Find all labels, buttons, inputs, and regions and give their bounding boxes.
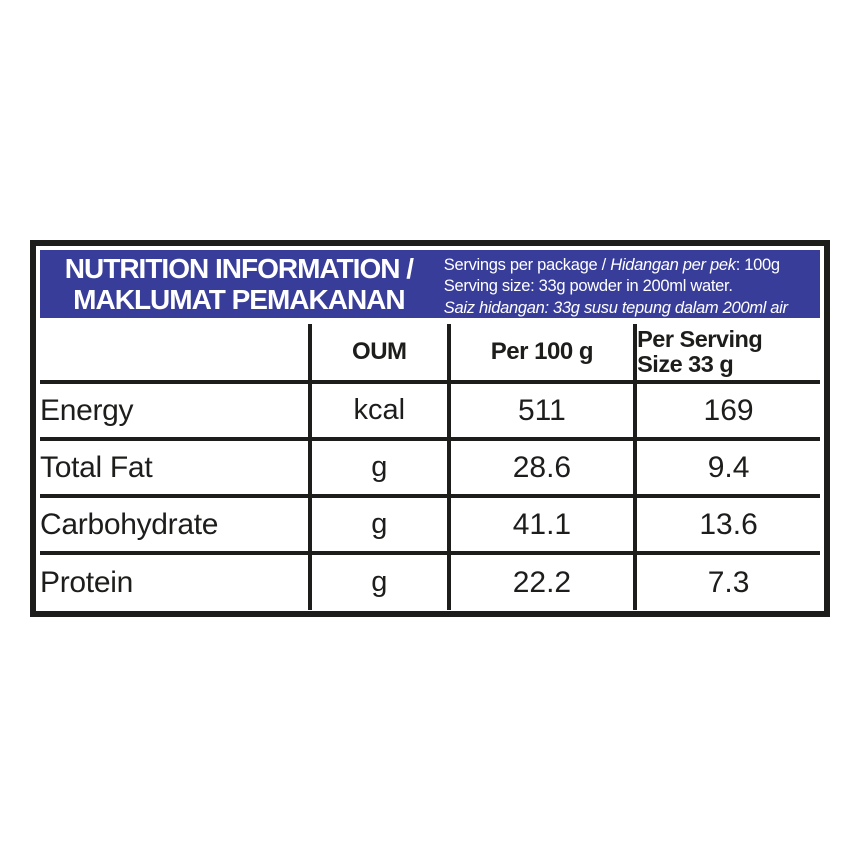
serving-info: Servings per package / Hidangan per pek:… [438,250,820,318]
header-per-serving: Per Serving Size 33 g [633,324,820,384]
table-row-protein: Protein g 22.2 7.3 [40,551,820,610]
row-per-100g: 22.2 [446,551,638,610]
nutrition-title: NUTRITION INFORMATION / MAKLUMAT PEMAKAN… [40,250,438,318]
nutrition-title-line1: NUTRITION INFORMATION / [64,252,414,284]
row-per-100g: 41.1 [446,494,638,555]
serving-info-line2: Serving size: 33g powder in 200ml water. [443,277,733,296]
nutrition-table: OUM Per 100 g Per Serving Size 33 g Ener… [40,324,820,610]
row-per-100g: 28.6 [446,437,638,498]
table-row-total-fat: Total Fat g 28.6 9.4 [40,437,820,498]
header-oum: OUM [307,324,451,384]
header-blank [40,324,312,384]
row-label: Carbohydrate [40,494,312,555]
row-per-serving: 13.6 [633,494,820,555]
row-per-serving: 169 [633,380,820,441]
serving-info-line1: Servings per package / Hidangan per pek:… [443,256,780,274]
row-per-100g: 511 [446,380,638,441]
row-label: Total Fat [40,437,312,498]
nutrition-header-band: NUTRITION INFORMATION / MAKLUMAT PEMAKAN… [40,250,820,318]
row-unit: kcal [307,380,451,441]
row-per-serving: 7.3 [633,551,820,610]
row-label: Energy [40,380,312,441]
row-per-serving: 9.4 [633,437,820,498]
table-row-energy: Energy kcal 511 169 [40,380,820,441]
row-unit: g [307,437,451,498]
nutrition-title-line2: MAKLUMAT PEMAKANAN [73,284,405,315]
serving-info-line3: Saiz hidangan: 33g susu tepung dalam 200… [443,298,788,317]
column-header-row: OUM Per 100 g Per Serving Size 33 g [40,324,820,384]
nutrition-panel: NUTRITION INFORMATION / MAKLUMAT PEMAKAN… [30,240,830,617]
row-label: Protein [40,551,312,610]
table-row-carbohydrate: Carbohydrate g 41.1 13.6 [40,494,820,555]
header-per-100g: Per 100 g [446,324,638,384]
row-unit: g [307,494,451,555]
row-unit: g [307,551,451,610]
